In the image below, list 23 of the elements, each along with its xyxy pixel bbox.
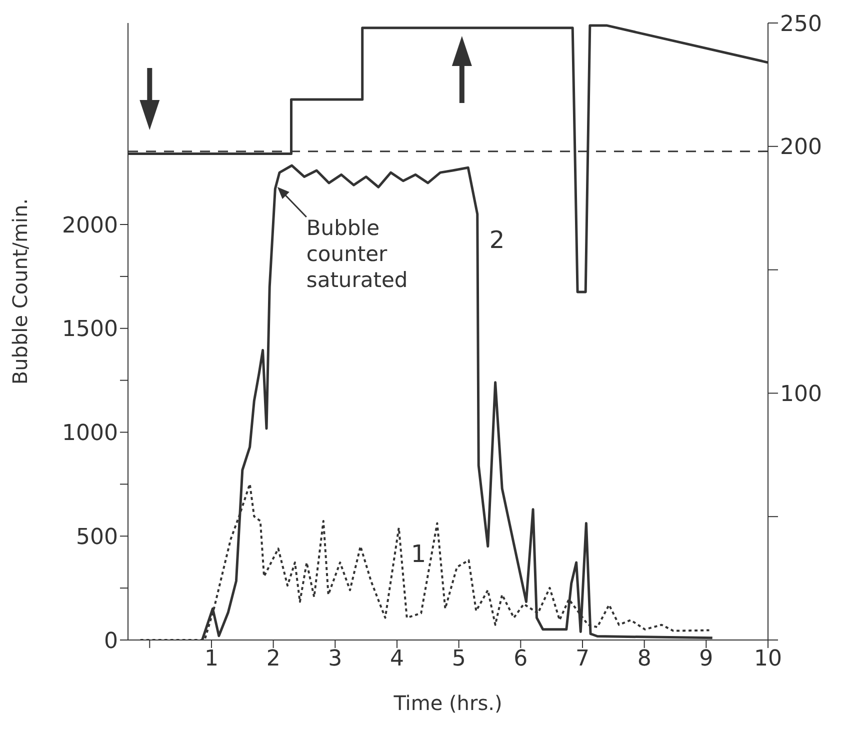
x-tick-label: 1 bbox=[204, 646, 218, 672]
y2-tick-label: 250 bbox=[780, 12, 822, 37]
series-label: 2 bbox=[489, 226, 505, 254]
y2-tick-label: 100 bbox=[780, 382, 822, 408]
x-axis-title: Time (hrs.) bbox=[392, 691, 502, 715]
x-tick-label: 9 bbox=[699, 646, 714, 672]
y-tick-label: 500 bbox=[76, 524, 118, 550]
y-axis-title: Bubble Count/min. bbox=[8, 198, 32, 385]
x-tick-label: 5 bbox=[452, 646, 466, 672]
x-tick-label: 8 bbox=[637, 646, 652, 672]
y-tick-label: 1500 bbox=[62, 317, 118, 342]
x-tick-label: 6 bbox=[514, 646, 528, 672]
series-label: 1 bbox=[410, 540, 426, 568]
annotation: Bubble counter saturated bbox=[306, 216, 408, 292]
y2-tick-label: 200 bbox=[780, 135, 822, 160]
x-tick-label: 10 bbox=[754, 646, 782, 672]
x-tick-label: 4 bbox=[390, 646, 404, 672]
x-tick-label: 3 bbox=[328, 646, 342, 672]
x-tick-label: 2 bbox=[266, 646, 280, 672]
y-tick-label: 0 bbox=[104, 628, 118, 654]
x-tick-label: 7 bbox=[575, 646, 590, 672]
y-tick-label: 1000 bbox=[62, 421, 118, 446]
y-tick-label: 2000 bbox=[62, 213, 118, 238]
